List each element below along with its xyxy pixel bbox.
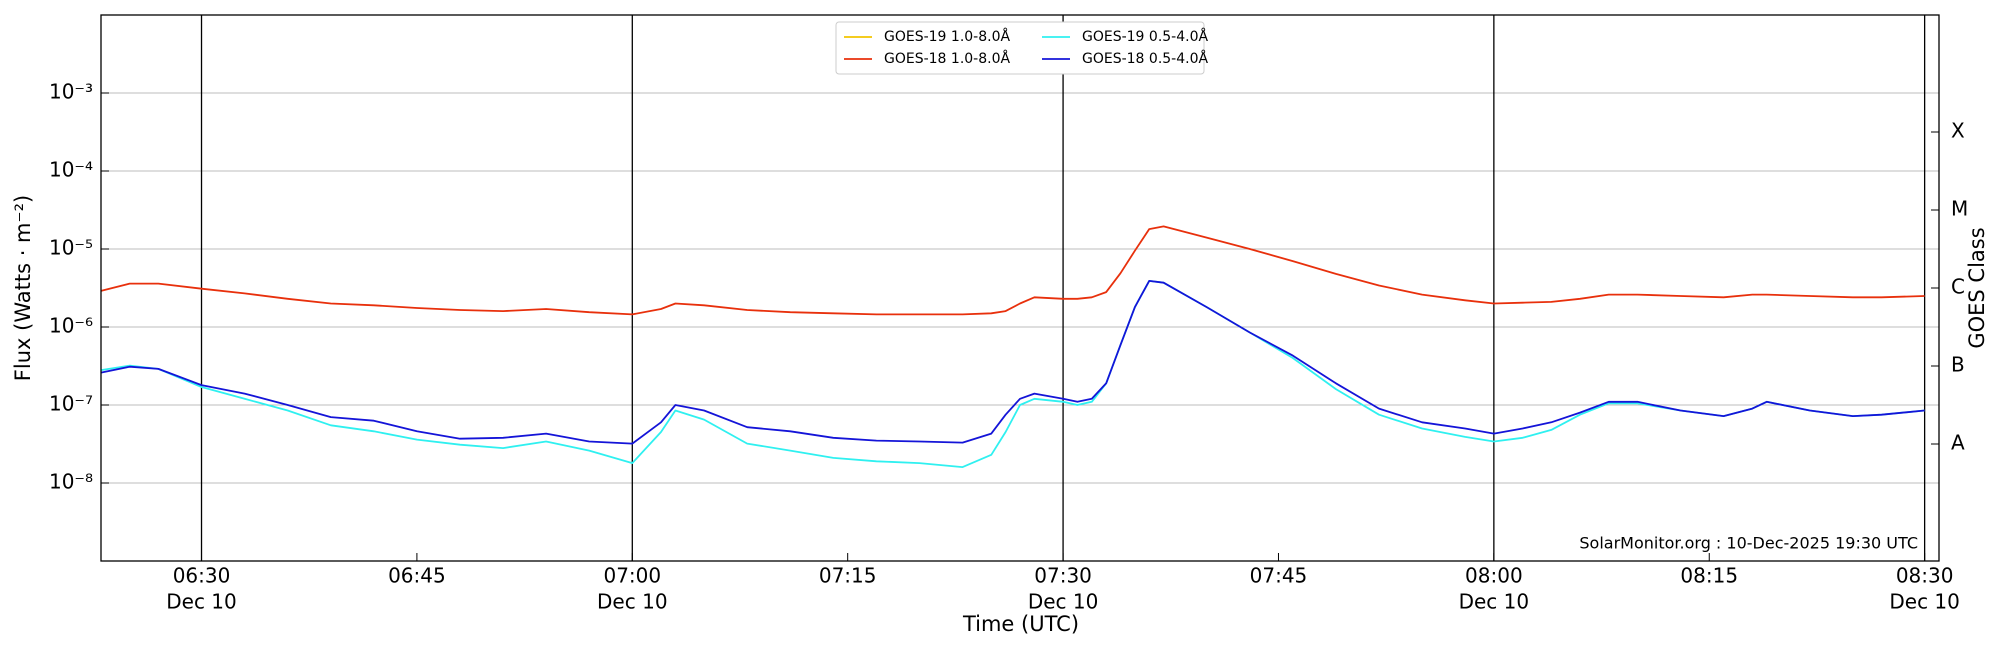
x-tick-sublabel: Dec 10 <box>1889 590 1960 614</box>
y-tick-label: 10⁻⁵ <box>49 236 93 260</box>
legend-label: GOES-18 1.0-8.0Å <box>884 50 1010 67</box>
plot-frame <box>100 14 1940 562</box>
y2-tick-label: C <box>1951 274 1965 298</box>
x-tick-label: 07:30 <box>1034 564 1092 588</box>
legend-box <box>835 21 1205 75</box>
x-tick-label: 06:45 <box>388 564 446 588</box>
y2-axis-label: GOES Class <box>1965 227 1989 348</box>
series-line <box>100 225 1925 316</box>
y2-tick-label: A <box>1951 430 1965 454</box>
legend: GOES-19 1.0-8.0Å GOES-18 1.0-8.0Å GOES-19 … <box>835 21 1208 75</box>
legend-label: GOES-18 0.5-4.0Å <box>1082 50 1208 67</box>
y-tick-label: 10⁻³ <box>49 80 93 104</box>
x-tick-sublabel: Dec 10 <box>166 590 237 614</box>
y-tick-label: 10⁻⁴ <box>49 158 93 182</box>
series-line <box>100 280 1925 468</box>
y-tick-label: 10⁻⁸ <box>49 470 93 494</box>
x-tick-sublabel: Dec 10 <box>1459 590 1530 614</box>
x-tick-label: 07:00 <box>603 564 661 588</box>
y-axis-label: Flux (Watts · m⁻²) <box>11 195 35 381</box>
x-axis-label: Time (UTC) <box>962 612 1079 636</box>
series-line <box>100 280 1925 445</box>
y2-tick-label: B <box>1951 352 1965 376</box>
x-tick-label: 06:30 <box>173 564 231 588</box>
x-tick-sublabel: Dec 10 <box>597 590 668 614</box>
x-tick-label: 07:45 <box>1250 564 1308 588</box>
x-tick-label: 08:15 <box>1680 564 1738 588</box>
x-tick-sublabel: Dec 10 <box>1028 590 1099 614</box>
x-tick-label: 08:30 <box>1896 564 1954 588</box>
legend-label: GOES-19 1.0-8.0Å <box>884 28 1010 45</box>
annotation: SolarMonitor.org : 10-Dec-2025 19:30 UTC <box>1579 534 1918 553</box>
y-tick-label: 10⁻⁶ <box>49 314 93 338</box>
y2-tick-label: M <box>1951 196 1968 220</box>
x-tick-label: 07:15 <box>819 564 877 588</box>
legend-label: GOES-19 0.5-4.0Å <box>1082 28 1208 45</box>
y-tick-label: 10⁻⁷ <box>49 392 93 416</box>
y2-tick-label: X <box>1951 118 1965 142</box>
x-tick-label: 08:00 <box>1465 564 1523 588</box>
